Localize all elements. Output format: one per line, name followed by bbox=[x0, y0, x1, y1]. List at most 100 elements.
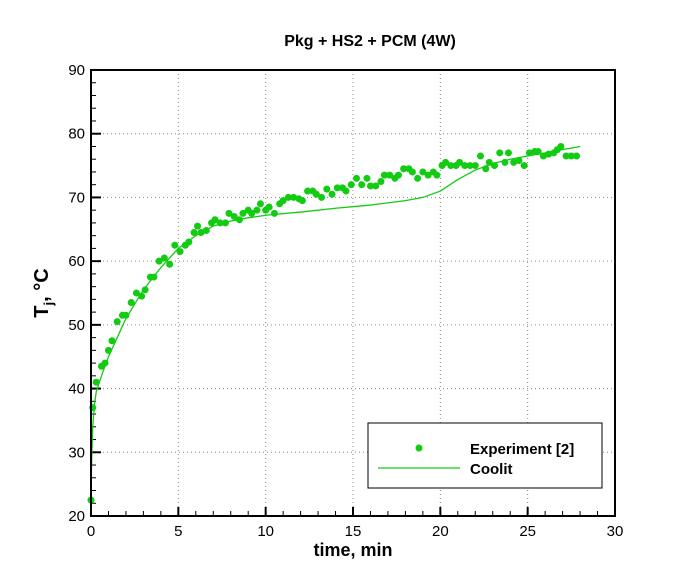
experiment-point bbox=[194, 222, 202, 230]
experiment-point bbox=[318, 193, 326, 201]
x-tick-label: 30 bbox=[607, 523, 624, 540]
experiment-point bbox=[235, 216, 243, 224]
experiment-point bbox=[567, 152, 575, 160]
x-tick-label: 15 bbox=[345, 523, 362, 540]
experiment-point bbox=[408, 168, 416, 176]
experiment-point bbox=[132, 289, 140, 297]
experiment-point bbox=[447, 162, 455, 170]
experiment-point bbox=[202, 227, 210, 235]
experiment-point bbox=[256, 200, 264, 208]
experiment-point bbox=[515, 156, 523, 164]
legend: Experiment [2] Coolit bbox=[367, 422, 603, 489]
experiment-point bbox=[122, 311, 130, 319]
experiment-point bbox=[442, 158, 450, 166]
x-axis-label: time, min bbox=[313, 540, 392, 560]
experiment-point bbox=[433, 171, 441, 179]
experiment-point bbox=[347, 181, 355, 189]
experiment-point bbox=[230, 213, 238, 221]
experiment-point bbox=[496, 149, 504, 157]
experiment-point bbox=[290, 193, 298, 201]
experiment-point bbox=[419, 168, 427, 176]
series-layer bbox=[87, 142, 581, 504]
experiment-point bbox=[386, 171, 394, 179]
experiment-point bbox=[358, 181, 366, 189]
x-tick-label: 20 bbox=[432, 523, 449, 540]
experiment-point bbox=[573, 152, 581, 160]
experiment-point bbox=[534, 148, 542, 156]
experiment-point bbox=[545, 150, 553, 158]
experiment-point bbox=[456, 158, 464, 166]
experiment-point bbox=[352, 174, 360, 182]
experiment-point bbox=[380, 171, 388, 179]
experiment-point bbox=[284, 193, 292, 201]
experiment-point bbox=[471, 162, 479, 170]
experiment-point bbox=[221, 219, 229, 227]
experiment-point bbox=[216, 219, 224, 227]
experiment-point bbox=[150, 273, 158, 281]
experiment-point bbox=[414, 174, 422, 182]
plot-frame bbox=[90, 69, 616, 517]
experiment-point bbox=[127, 299, 135, 307]
experiment-point bbox=[155, 257, 163, 265]
experiment-point bbox=[525, 149, 533, 157]
experiment-point bbox=[333, 184, 341, 192]
legend-box bbox=[367, 422, 603, 489]
experiment-point bbox=[92, 378, 100, 386]
experiment-point bbox=[104, 346, 112, 354]
y-tick-label: 40 bbox=[68, 381, 85, 398]
experiment-point bbox=[270, 209, 278, 217]
experiment-point bbox=[520, 162, 528, 170]
experiment-point bbox=[160, 254, 168, 262]
experiment-point bbox=[342, 187, 350, 195]
experiment-point bbox=[108, 337, 116, 345]
y-tick-label: 90 bbox=[68, 62, 85, 79]
experiment-point bbox=[248, 209, 256, 217]
experiment-point bbox=[312, 190, 320, 198]
experiment-point bbox=[363, 174, 371, 182]
experiment-point bbox=[557, 142, 565, 150]
experiment-point bbox=[171, 241, 179, 249]
y-tick-label: 80 bbox=[68, 126, 85, 143]
experiment-point bbox=[372, 182, 380, 190]
experiment-point bbox=[366, 182, 374, 190]
experiment-point bbox=[253, 206, 261, 214]
experiment-point bbox=[482, 165, 490, 173]
experiment-point bbox=[239, 209, 247, 217]
legend-label-coolit: Coolit bbox=[470, 461, 513, 478]
x-tick-label: 5 bbox=[174, 523, 182, 540]
experiment-point bbox=[323, 185, 331, 193]
experiment-point bbox=[485, 158, 493, 166]
experiment-point bbox=[176, 248, 184, 256]
y-tick-label: 30 bbox=[68, 444, 85, 461]
experiment-point bbox=[190, 228, 198, 236]
chart-title: Pkg + HS2 + PCM (4W) bbox=[284, 33, 456, 50]
experiment-point bbox=[225, 209, 233, 217]
y-tick-label: 50 bbox=[68, 317, 85, 334]
experiment-point bbox=[265, 203, 273, 211]
x-tick-label: 10 bbox=[257, 523, 274, 540]
experiment-point bbox=[185, 238, 193, 246]
experiment-point bbox=[400, 165, 408, 173]
y-tick-label: 70 bbox=[68, 189, 85, 206]
experiment-point bbox=[501, 158, 509, 166]
y-tick-label: 60 bbox=[68, 253, 85, 270]
experiment-point bbox=[113, 318, 121, 326]
experiment-point bbox=[461, 162, 469, 170]
experiment-point bbox=[504, 149, 512, 157]
experiment-point bbox=[101, 359, 109, 367]
experiment-point bbox=[304, 187, 312, 195]
experiment-point bbox=[298, 197, 306, 205]
experiment-point bbox=[562, 152, 570, 160]
experiment-point bbox=[490, 162, 498, 170]
experiment-point bbox=[394, 171, 402, 179]
experiment-point bbox=[377, 178, 385, 185]
legend-marker-experiment bbox=[415, 444, 423, 452]
experiment-point bbox=[141, 286, 149, 294]
experiment-point bbox=[477, 152, 485, 160]
axis-ticks: 0 5 10 15 20 25 30 20 30 40 50 60 70 80 90 bbox=[68, 62, 623, 540]
experiment-point bbox=[328, 190, 336, 198]
experiment-point bbox=[166, 260, 174, 268]
experiment-point bbox=[279, 197, 287, 205]
experiment-point bbox=[466, 162, 474, 170]
